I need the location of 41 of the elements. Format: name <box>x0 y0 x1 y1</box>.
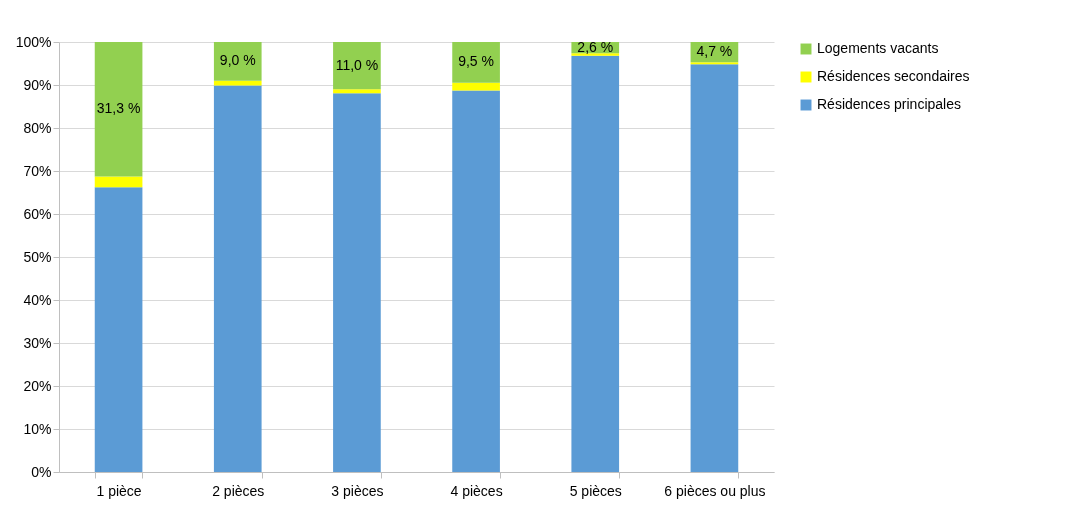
bar <box>94 187 143 472</box>
y-tick-label: 60% <box>23 205 52 222</box>
x-tick-label: 5 pièces <box>569 482 622 499</box>
bar <box>213 42 262 81</box>
x-tick-label: 6 pièces ou plus <box>664 482 766 499</box>
x-tick-label: 3 pièces <box>331 482 384 499</box>
x-tick-label: 2 pièces <box>212 482 265 499</box>
y-tick-label: 70% <box>23 162 52 179</box>
y-tick-label: 100% <box>15 33 52 50</box>
data-label: 9,5 % <box>458 53 494 70</box>
legend-label: Résidences principales <box>817 96 961 112</box>
data-label: 11,0 % <box>335 56 379 73</box>
x-tick-label: 4 pièces <box>450 482 503 499</box>
bar <box>94 176 143 188</box>
x-tick-label: 1 pièce <box>96 482 142 499</box>
y-tick-label: 80% <box>23 119 52 136</box>
bar <box>452 82 500 91</box>
bar <box>333 89 381 94</box>
y-tick-label: 90% <box>23 76 52 93</box>
bar <box>213 85 262 472</box>
y-tick-label: 40% <box>23 291 52 308</box>
data-label: 9,0 % <box>219 52 256 69</box>
y-tick-label: 50% <box>23 248 52 265</box>
bar <box>452 42 500 83</box>
y-tick-label: 30% <box>23 334 52 351</box>
legend-label: Logements vacants <box>817 40 939 56</box>
bar <box>94 42 143 177</box>
bar <box>690 62 739 65</box>
bar <box>452 90 500 472</box>
y-tick-label: 20% <box>23 377 52 394</box>
data-label: 2,6 % <box>577 38 614 55</box>
data-label: 31,3 % <box>96 100 141 117</box>
bar <box>333 93 381 472</box>
bar <box>690 64 739 472</box>
bar <box>333 42 381 90</box>
legend-label: Résidences secondaires <box>817 68 970 84</box>
data-label: 4,7 % <box>696 43 733 60</box>
y-tick-label: 10% <box>23 420 52 437</box>
bar <box>571 53 620 56</box>
y-tick-label: 0% <box>31 463 52 480</box>
bar <box>571 55 620 472</box>
